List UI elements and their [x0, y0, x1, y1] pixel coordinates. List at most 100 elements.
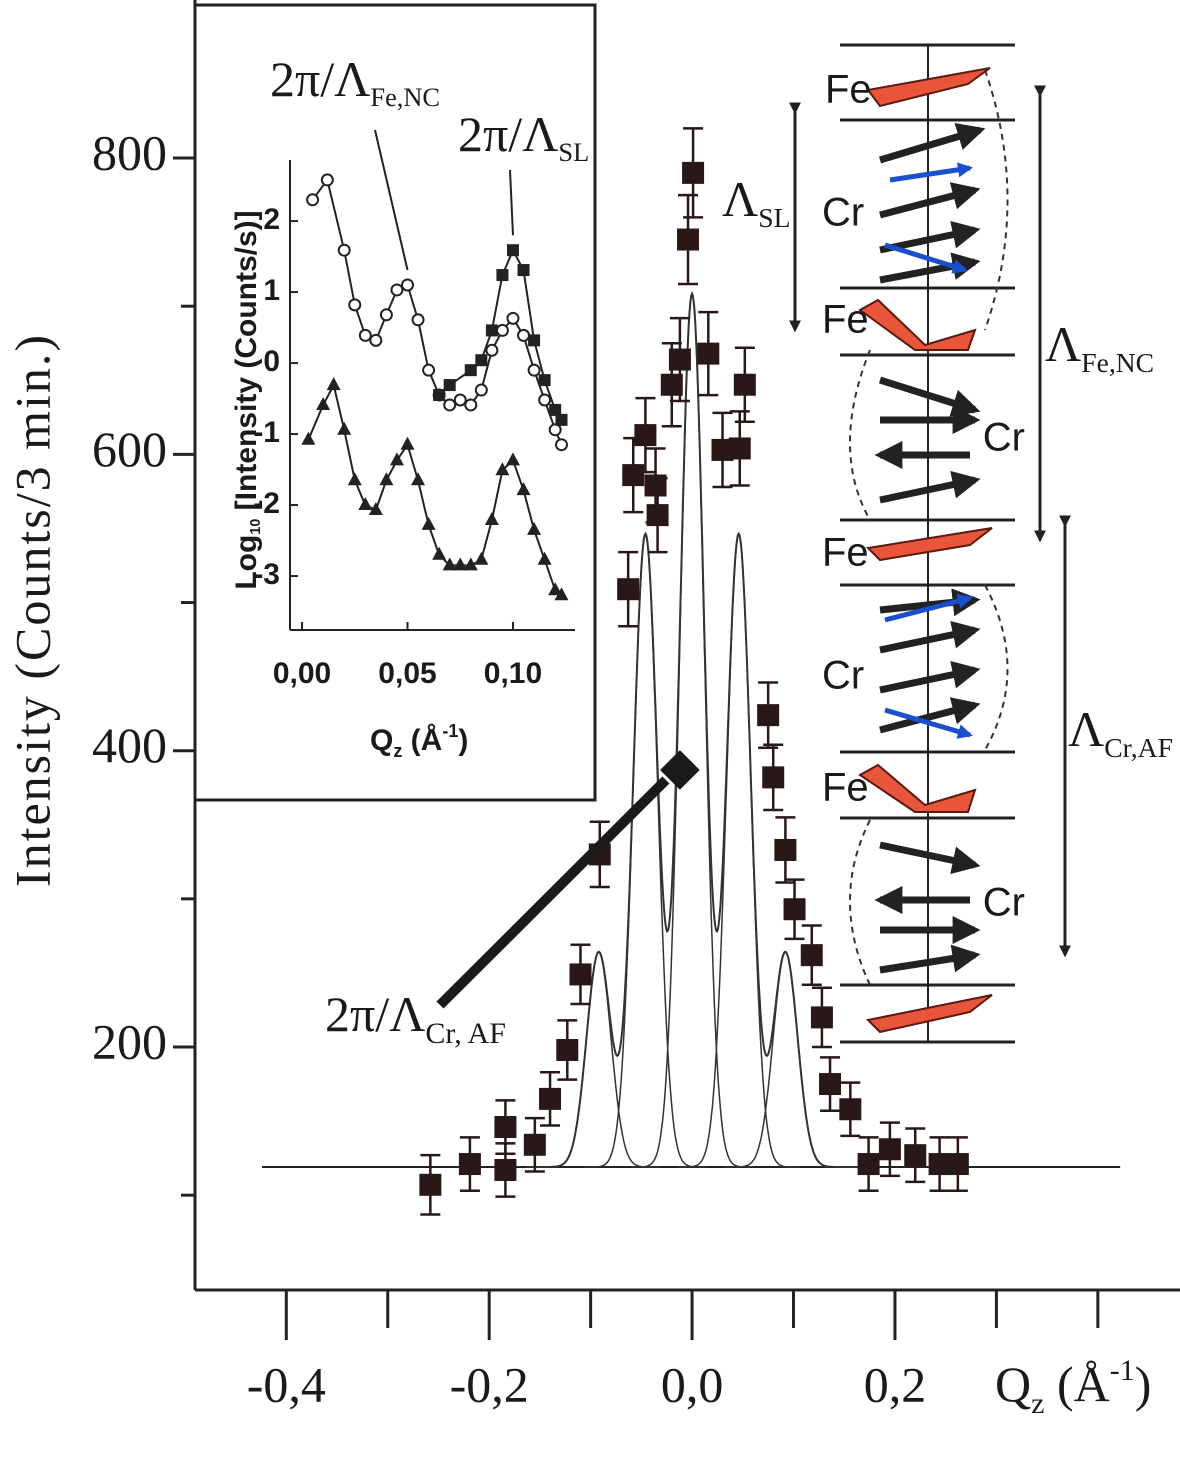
inset-point [443, 398, 457, 412]
layer-label: Cr [822, 191, 864, 235]
data-point [677, 228, 700, 251]
x-tick-label: 0,0 [661, 1356, 724, 1412]
data-point [539, 1087, 562, 1110]
inset-point [453, 393, 467, 407]
data-point [928, 1153, 951, 1176]
annotation-label: 2π/ΛCr, AF [325, 986, 506, 1050]
inset-point [554, 438, 568, 452]
inset-point [326, 377, 341, 391]
inset-point [433, 389, 446, 402]
period-label-part: Λ [722, 171, 758, 227]
inset-point [411, 313, 425, 327]
inset-point [485, 343, 499, 357]
inset-point [484, 511, 499, 525]
data-point [458, 1153, 481, 1176]
data-point [419, 1173, 442, 1196]
inset-point [496, 269, 509, 282]
data-point [762, 766, 785, 789]
inset-point [379, 472, 394, 486]
y-tick-label: 400 [92, 717, 167, 773]
inset-point [464, 398, 478, 412]
inset-y-label-part: Log [230, 535, 263, 590]
inset-point [316, 396, 331, 410]
data-point [711, 438, 734, 461]
inset-point [390, 283, 404, 297]
inset-point [443, 379, 456, 392]
data-point [494, 1116, 517, 1139]
fit-peak [724, 951, 847, 1168]
period-label-part: SL [758, 202, 790, 233]
inset-y-label-part: [Intensity (Counts/s)] [230, 210, 263, 518]
inset-point [528, 334, 541, 347]
annotation-label-part: Cr, AF [425, 1017, 506, 1050]
annotation-arrow [436, 776, 670, 1009]
fit-peak [537, 951, 660, 1168]
inset-point [505, 452, 520, 466]
inset-x-tick-label: 0,00 [273, 657, 331, 690]
layer-label: Fe [822, 531, 869, 575]
data-point [646, 504, 669, 527]
inset-point [320, 173, 334, 187]
inset-point [348, 298, 362, 312]
inset-point [548, 582, 563, 596]
inset-x-label-part: -1 [442, 721, 458, 741]
inset-point [421, 516, 436, 530]
inset-point [400, 436, 415, 450]
y-tick-label: 200 [92, 1013, 167, 1069]
x-axis-label-part: (Å [1044, 1356, 1109, 1412]
inset-annotation: 2π/ΛFe,NC [270, 51, 440, 112]
data-point [946, 1153, 969, 1176]
inset-point [517, 264, 530, 277]
period-label: ΛSL [722, 171, 790, 232]
data-point [878, 1138, 901, 1161]
y-tick-label: 800 [92, 125, 167, 181]
data-point [622, 464, 645, 487]
inset-point [337, 243, 351, 257]
data-point [556, 1038, 579, 1061]
inset-point [548, 423, 562, 437]
period-label-part: Λ [1068, 701, 1104, 757]
inset-point [538, 393, 552, 407]
x-tick-label: -0,4 [247, 1356, 326, 1412]
inset-point [369, 333, 383, 347]
data-point [774, 838, 797, 861]
period-label-part: Cr,AF [1104, 732, 1173, 763]
inset-point [555, 413, 568, 426]
period-label-part: Λ [1045, 316, 1081, 372]
inset-point [422, 363, 436, 377]
annotation-point [660, 750, 700, 790]
inset-annotation-line [374, 129, 409, 271]
inset-y-tick-label: 1 [263, 274, 280, 307]
inset-y-tick-label: -1 [253, 416, 280, 449]
inset-point [506, 244, 519, 257]
inset-x-label: Qz (Å-1) [370, 721, 468, 761]
period-label: ΛFe,NC [1045, 316, 1154, 377]
data-point [904, 1144, 927, 1167]
data-point [819, 1073, 842, 1096]
data-point [682, 161, 705, 184]
inset-point [358, 497, 373, 511]
inset-y-label-part: 10 [248, 519, 264, 535]
inset-point [527, 521, 542, 535]
inset-point [474, 383, 488, 397]
inset-annotation-part: SL [558, 137, 589, 167]
annotation-label-part: 2π/Λ [325, 986, 425, 1042]
inset-annotation: 2π/ΛSL [458, 106, 589, 167]
data-point [733, 373, 756, 396]
data-point [697, 342, 720, 365]
inset-point [495, 462, 510, 476]
inset-point [554, 587, 569, 601]
inset-annotation-part: Fe,NC [370, 82, 440, 112]
inset-point [538, 374, 551, 387]
inset-x-label-part: ) [458, 724, 468, 757]
data-point [757, 704, 780, 727]
inset-x-tick-label: 0,05 [378, 657, 436, 690]
inset-point [474, 551, 489, 565]
layer-label: Fe [822, 298, 869, 342]
inset-point [379, 308, 393, 322]
x-axis-label-part: ) [1135, 1356, 1152, 1412]
data-point [810, 1006, 833, 1029]
